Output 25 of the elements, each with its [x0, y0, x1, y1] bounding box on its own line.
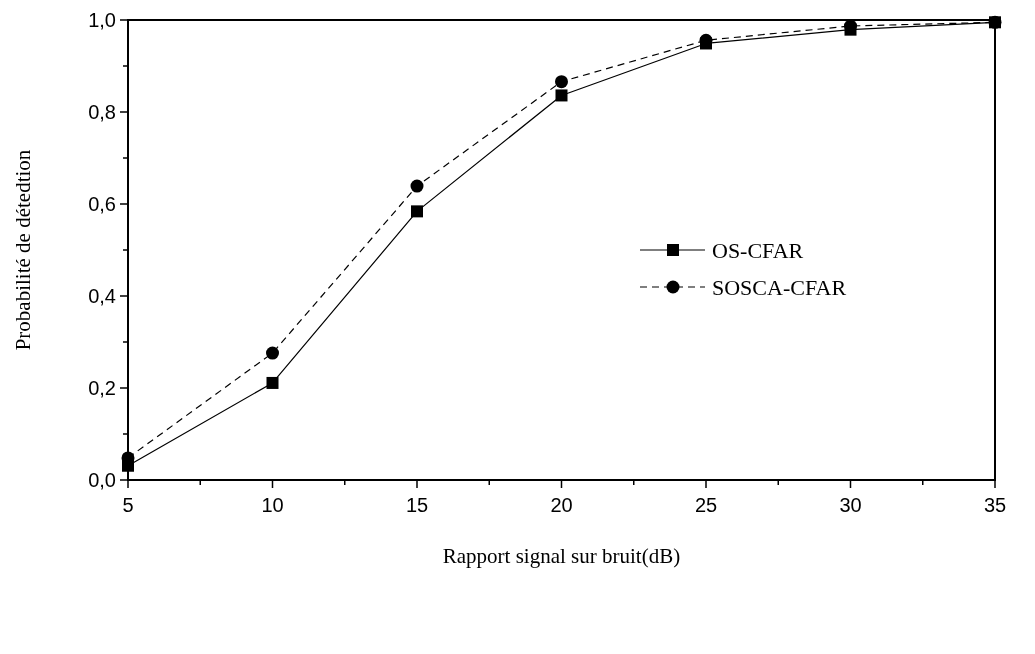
x-axis-title: Rapport signal sur bruit(dB) — [442, 544, 681, 568]
x-tick-label: 20 — [550, 494, 573, 516]
x-tick-label: 30 — [839, 494, 862, 516]
y-tick-label: 1,0 — [88, 9, 116, 31]
x-tick-label: 35 — [983, 494, 1007, 516]
y-tick-label: 0,4 — [88, 285, 116, 307]
x-tick-label: 15 — [405, 494, 429, 516]
x-tick-label: 25 — [694, 494, 718, 516]
point — [411, 205, 423, 218]
point — [555, 75, 568, 89]
point — [555, 89, 568, 102]
legend-label: SOSCA-CFAR — [712, 274, 847, 300]
y-tick-label: 0,6 — [88, 193, 116, 215]
y-axis-title: Probabilité de détedtion — [11, 149, 35, 351]
y-tick-label: 0,8 — [88, 101, 116, 123]
y-tick-label: 0,0 — [88, 469, 116, 491]
point — [266, 346, 279, 360]
point — [700, 37, 712, 50]
point — [266, 376, 279, 389]
y-tick-label: 0,2 — [88, 377, 116, 399]
legend-label: OS-CFAR — [712, 237, 804, 263]
point — [844, 23, 857, 36]
x-tick-label: 5 — [122, 494, 134, 516]
x-tick-label: 10 — [261, 494, 284, 516]
point — [410, 179, 424, 193]
